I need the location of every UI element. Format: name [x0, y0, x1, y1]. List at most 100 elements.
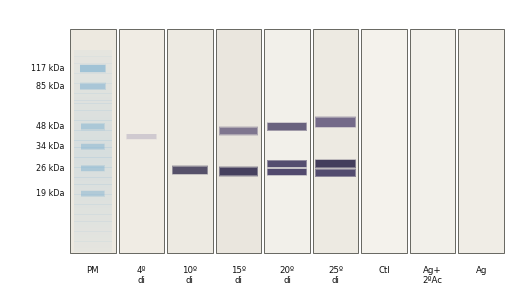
- Bar: [173, 167, 207, 174]
- Bar: [264, 29, 310, 253]
- Bar: [74, 141, 112, 144]
- Bar: [74, 167, 112, 171]
- Text: 19 kDa: 19 kDa: [36, 189, 65, 198]
- Bar: [267, 160, 307, 168]
- Bar: [74, 53, 112, 57]
- Bar: [74, 228, 112, 231]
- Bar: [172, 165, 208, 175]
- Bar: [80, 84, 105, 89]
- Bar: [74, 214, 112, 218]
- Bar: [74, 147, 112, 151]
- Text: 117 kDa: 117 kDa: [31, 64, 65, 73]
- Bar: [268, 169, 306, 175]
- Bar: [126, 134, 157, 140]
- Bar: [74, 100, 112, 104]
- Bar: [74, 154, 112, 158]
- Text: 48 kDa: 48 kDa: [36, 122, 65, 131]
- Bar: [74, 70, 112, 74]
- Bar: [74, 80, 112, 84]
- Bar: [74, 93, 112, 97]
- Bar: [74, 171, 112, 174]
- Bar: [219, 126, 258, 136]
- Bar: [268, 123, 306, 130]
- Text: PM: PM: [86, 266, 99, 274]
- Bar: [74, 110, 112, 114]
- Bar: [74, 188, 112, 191]
- Bar: [74, 103, 112, 107]
- Bar: [80, 65, 105, 72]
- Bar: [167, 29, 213, 253]
- Bar: [126, 134, 156, 139]
- Bar: [219, 166, 258, 177]
- Bar: [74, 83, 112, 87]
- Bar: [172, 166, 208, 174]
- Bar: [74, 87, 112, 91]
- Text: 4º
di: 4º di: [137, 266, 146, 285]
- Bar: [81, 144, 105, 150]
- Bar: [74, 50, 112, 53]
- Bar: [70, 29, 116, 253]
- Bar: [74, 107, 112, 111]
- Bar: [74, 181, 112, 185]
- Bar: [74, 150, 112, 154]
- Bar: [74, 235, 112, 238]
- Bar: [74, 177, 112, 181]
- Bar: [126, 134, 157, 139]
- Bar: [74, 224, 112, 228]
- Bar: [74, 134, 112, 138]
- Bar: [74, 198, 112, 201]
- Bar: [267, 122, 307, 131]
- Bar: [316, 160, 355, 167]
- Bar: [219, 167, 258, 176]
- Bar: [80, 82, 106, 90]
- Bar: [267, 168, 307, 176]
- Bar: [267, 169, 307, 175]
- Bar: [458, 29, 504, 253]
- Bar: [74, 67, 112, 70]
- Bar: [74, 120, 112, 124]
- Bar: [74, 97, 112, 100]
- Bar: [267, 123, 307, 130]
- Bar: [220, 128, 257, 134]
- Bar: [313, 29, 358, 253]
- Bar: [74, 90, 112, 94]
- Bar: [74, 211, 112, 215]
- Bar: [74, 137, 112, 141]
- Bar: [315, 117, 356, 127]
- Text: 85 kDa: 85 kDa: [36, 82, 65, 91]
- Text: Ag+
2ºAc: Ag+ 2ºAc: [423, 266, 442, 285]
- Bar: [74, 56, 112, 60]
- Bar: [315, 160, 356, 168]
- Bar: [316, 118, 355, 127]
- Bar: [81, 165, 105, 171]
- Text: 10º
di: 10º di: [182, 266, 198, 285]
- Bar: [74, 191, 112, 195]
- Bar: [315, 169, 356, 177]
- Bar: [81, 165, 105, 172]
- Bar: [81, 166, 104, 171]
- Bar: [74, 184, 112, 188]
- Bar: [74, 238, 112, 242]
- Bar: [74, 77, 112, 80]
- Bar: [219, 127, 258, 135]
- Bar: [80, 83, 106, 90]
- Bar: [361, 29, 407, 253]
- Bar: [216, 29, 261, 253]
- Text: 26 kDa: 26 kDa: [36, 164, 65, 173]
- Bar: [81, 123, 105, 130]
- Bar: [74, 73, 112, 77]
- Bar: [410, 29, 455, 253]
- Bar: [74, 204, 112, 208]
- Bar: [315, 116, 356, 128]
- Bar: [267, 160, 307, 167]
- Bar: [81, 191, 105, 197]
- Bar: [316, 170, 355, 176]
- Bar: [74, 208, 112, 212]
- Bar: [74, 144, 112, 148]
- Bar: [315, 159, 356, 169]
- Bar: [81, 124, 104, 130]
- Bar: [81, 123, 105, 130]
- Text: 20º
di: 20º di: [279, 266, 295, 285]
- Bar: [74, 221, 112, 225]
- Bar: [74, 161, 112, 164]
